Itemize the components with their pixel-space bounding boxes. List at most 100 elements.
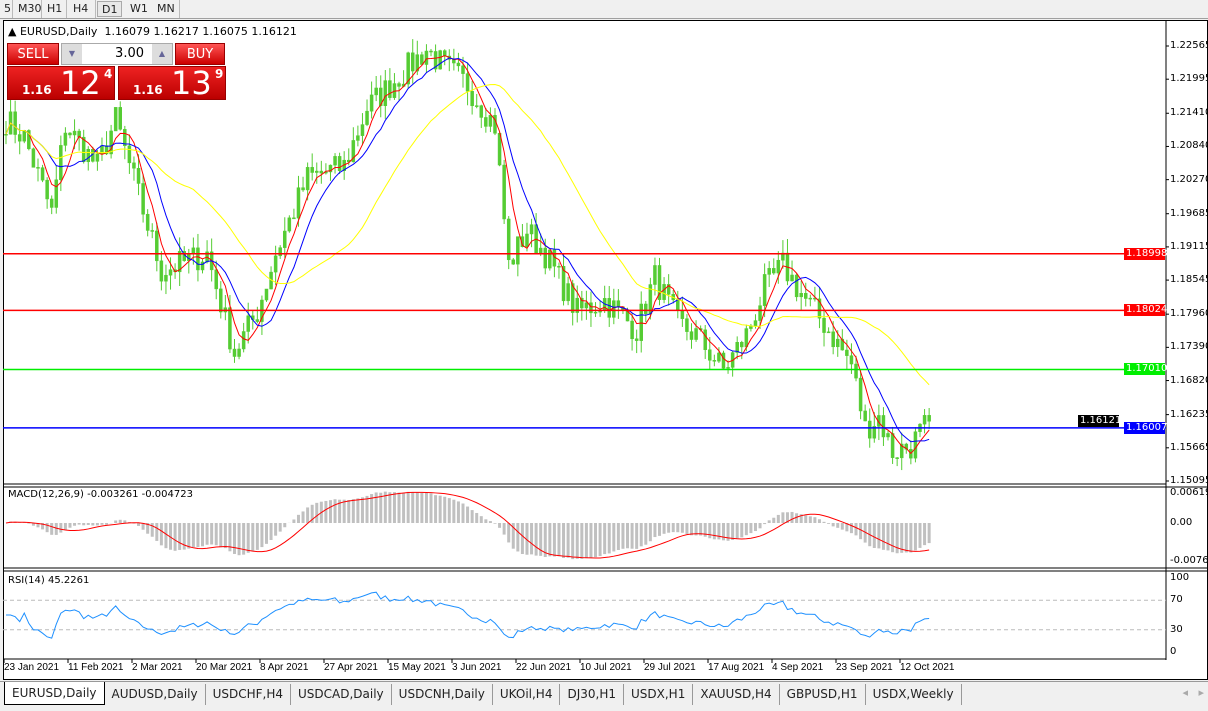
macd-histogram-bar <box>201 523 205 547</box>
candle-body <box>703 329 707 350</box>
scroll-left-icon[interactable]: ◂ <box>1182 686 1188 699</box>
buy-price[interactable]: 1.16 13 9 <box>118 64 226 102</box>
macd-histogram-bar <box>552 523 556 557</box>
tab-usdx-weekly[interactable]: USDX,Weekly <box>866 684 962 705</box>
scroll-right-icon[interactable]: ▸ <box>1198 686 1204 699</box>
macd-histogram-bar <box>214 523 218 546</box>
macd-histogram-bar <box>767 520 771 523</box>
candle-body <box>328 164 333 173</box>
increase-lot-icon[interactable]: ▲ <box>152 44 172 64</box>
tab-usdchf-h4[interactable]: USDCHF,H4 <box>206 684 292 705</box>
macd-histogram-bar <box>77 523 81 525</box>
tf-h1[interactable]: H1 <box>47 2 63 15</box>
macd-histogram-bar <box>137 523 141 526</box>
candle-body <box>895 457 899 459</box>
sell-price-main: 12 <box>60 64 101 102</box>
candle-body <box>557 266 561 268</box>
chart-canvas[interactable] <box>0 0 1208 681</box>
candle-body <box>689 331 694 340</box>
macd-histogram-bar <box>909 523 913 553</box>
sell-price-pip: 4 <box>104 67 113 81</box>
price-line-tag: 1.16007 <box>1124 421 1168 434</box>
macd-histogram-bar <box>41 523 45 530</box>
tab-ukoil-h4[interactable]: UKOil,H4 <box>493 684 561 705</box>
tf-d1[interactable]: D1 <box>97 1 123 17</box>
macd-histogram-bar <box>840 523 844 530</box>
buy-price-main: 13 <box>171 64 212 102</box>
rsi-tick-label: 100 <box>1170 572 1190 583</box>
tab-usdx-h1[interactable]: USDX,H1 <box>624 684 694 705</box>
candle-body <box>296 187 301 219</box>
macd-histogram-bar <box>210 523 214 545</box>
candle-body <box>283 230 287 248</box>
macd-histogram-bar <box>68 523 72 528</box>
tf-mn[interactable]: MN <box>157 2 175 15</box>
macd-histogram-bar <box>653 523 657 538</box>
macd-histogram-bar <box>95 523 99 526</box>
macd-histogram-bar <box>607 523 611 554</box>
macd-histogram-bar <box>680 523 684 533</box>
candle-body <box>81 136 86 163</box>
candle-body <box>867 420 872 439</box>
tab-usdcad-daily[interactable]: USDCAD,Daily <box>291 684 392 705</box>
macd-histogram-bar <box>105 523 109 525</box>
macd-histogram-bar <box>63 523 67 530</box>
sell-price[interactable]: 1.16 12 4 <box>7 64 115 102</box>
macd-histogram-bar <box>31 523 35 526</box>
macd-histogram-bar <box>877 523 881 549</box>
candle-body <box>356 135 360 141</box>
sell-button[interactable]: SELL <box>7 43 59 65</box>
macd-histogram-bar <box>429 493 433 523</box>
tf-w1[interactable]: W1 <box>130 2 148 15</box>
macd-histogram-bar <box>415 492 419 523</box>
price-line-tag: 1.18024 <box>1124 304 1168 317</box>
tf-m5[interactable]: 5 <box>4 2 11 15</box>
macd-histogram-bar <box>580 523 584 559</box>
tab-eurusd-daily[interactable]: EURUSD,Daily <box>4 682 105 705</box>
macd-histogram-bar <box>452 499 456 523</box>
macd-histogram-bar <box>169 523 173 550</box>
tf-h4[interactable]: H4 <box>73 2 89 15</box>
macd-histogram-bar <box>703 523 707 537</box>
macd-histogram-bar <box>59 523 63 533</box>
candle-body <box>104 145 109 155</box>
tab-dj30-h1[interactable]: DJ30,H1 <box>560 684 624 705</box>
macd-histogram-bar <box>342 499 346 523</box>
price-tick-label: 1.20270 <box>1170 173 1208 185</box>
candle-body <box>676 299 680 311</box>
buy-button[interactable]: BUY <box>175 43 225 65</box>
collapse-triangle-icon[interactable]: ▲ <box>8 25 17 38</box>
macd-histogram-bar <box>187 523 191 549</box>
tab-audusd-daily[interactable]: AUDUSD,Daily <box>105 684 206 705</box>
candle-body <box>292 217 296 220</box>
candle-body <box>49 198 54 208</box>
macd-histogram-bar <box>571 523 575 560</box>
symbol-label: EURUSD,Daily <box>19 25 98 38</box>
decrease-lot-icon[interactable]: ▼ <box>62 44 82 64</box>
macd-histogram-bar <box>228 523 232 552</box>
candle-body <box>388 80 392 98</box>
sell-price-prefix: 1.16 <box>22 83 52 97</box>
chart-window[interactable] <box>3 20 1208 680</box>
candle-body <box>561 266 566 302</box>
candle-body <box>863 410 867 422</box>
candle-body <box>397 83 401 87</box>
candle-body <box>694 328 698 340</box>
candle-body <box>219 288 223 313</box>
lot-size-input[interactable]: ▼ 3.00 ▲ <box>61 43 173 65</box>
macd-histogram-bar <box>406 491 410 523</box>
macd-histogram-bar <box>708 523 712 539</box>
tab-gbpusd-h1[interactable]: GBPUSD,H1 <box>780 684 866 705</box>
candle-body <box>319 170 324 174</box>
macd-histogram-bar <box>913 523 917 551</box>
tab-xauusd-h4[interactable]: XAUUSD,H4 <box>693 684 780 705</box>
tab-usdcnh-daily[interactable]: USDCNH,Daily <box>392 684 493 705</box>
macd-histogram-bar <box>616 523 620 550</box>
tf-m30[interactable]: M30 <box>18 2 42 15</box>
rsi-tick-label: 70 <box>1170 594 1183 606</box>
macd-histogram-bar <box>292 519 296 523</box>
candle-body <box>817 298 822 319</box>
price-tick-label: 1.21410 <box>1170 107 1208 119</box>
macd-histogram-bar <box>86 523 90 525</box>
macd-histogram-bar <box>324 500 328 523</box>
